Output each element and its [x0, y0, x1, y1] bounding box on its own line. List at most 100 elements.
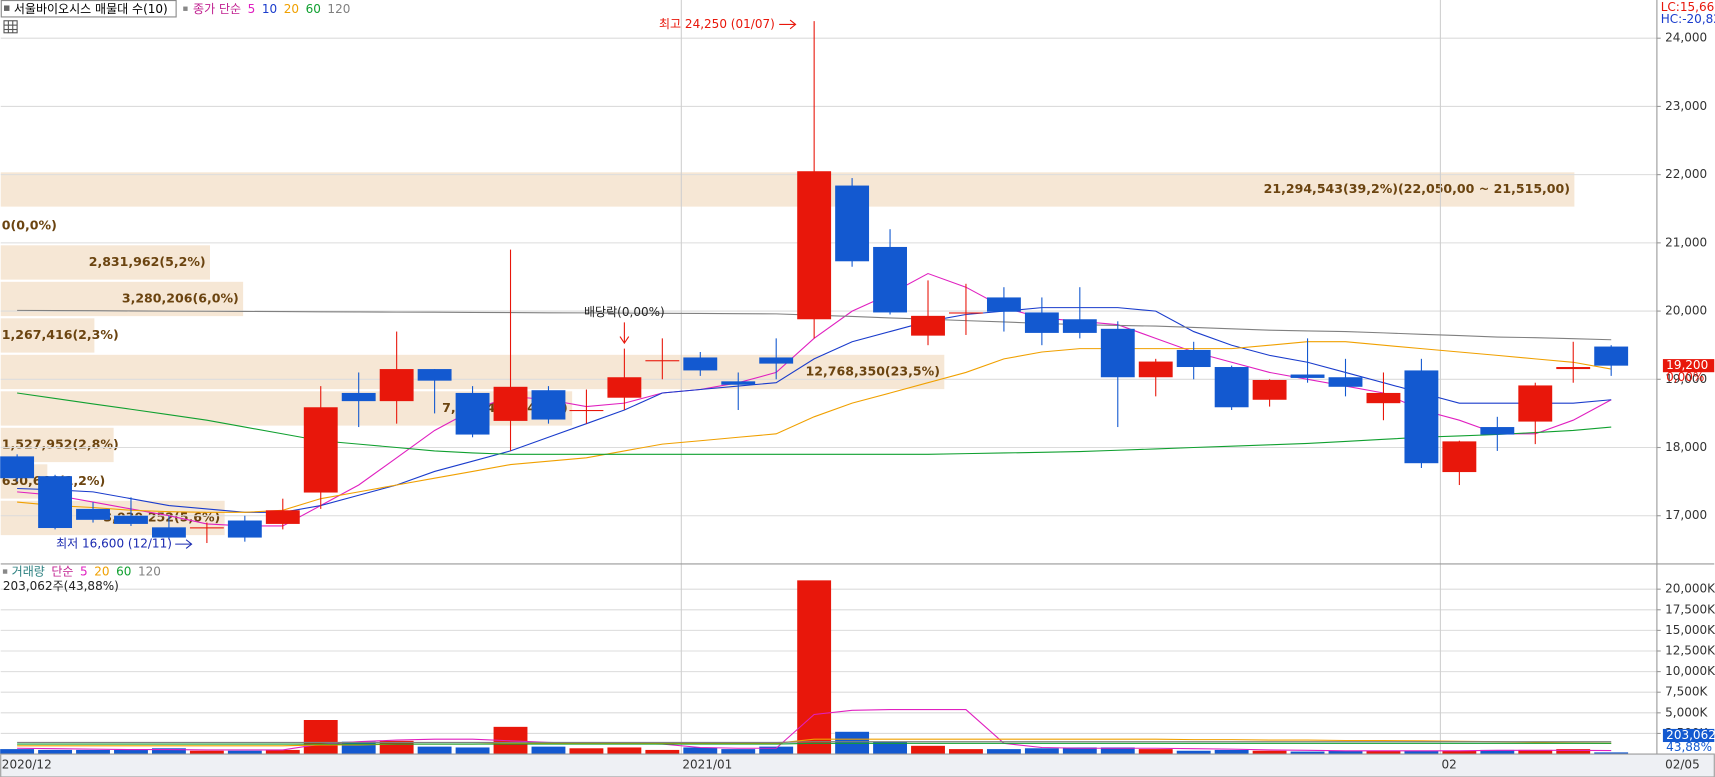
volume-bar	[38, 749, 73, 755]
y-tick-label: 18,000	[1665, 440, 1707, 454]
volume-ma-line	[17, 738, 1612, 747]
candle-body	[227, 520, 262, 538]
candle-body	[417, 369, 452, 381]
candle-body	[569, 409, 604, 412]
legend-entry: 120	[138, 565, 161, 579]
profile-band	[0, 245, 211, 280]
last-price-label: 19,200	[1666, 358, 1708, 372]
volume-ma-line	[17, 741, 1612, 744]
candle-body	[341, 392, 376, 402]
chart-title: 서울바이오시스 매물대 수(10)	[14, 2, 168, 16]
candle-body	[1328, 377, 1363, 387]
legend-icon	[2, 569, 8, 574]
candle-body	[38, 476, 73, 529]
profile-band	[0, 172, 1575, 207]
last-price-box	[1662, 359, 1715, 373]
candle-body	[873, 246, 907, 313]
volume-title: 거래량	[12, 565, 45, 579]
last-change-label: 0,00%	[1666, 370, 1704, 384]
candle-body	[835, 185, 870, 262]
volume-bar	[797, 580, 832, 755]
candle-body	[1062, 319, 1097, 333]
volume-bar	[1556, 749, 1591, 755]
volume-bar	[1176, 750, 1211, 755]
volume-bar	[1328, 750, 1363, 755]
volume-bar	[1366, 750, 1401, 755]
candle-body	[114, 515, 148, 524]
last-volume-ratio: 43,88%	[1666, 740, 1712, 754]
title-icon	[4, 5, 10, 11]
legend-prefix: 단순	[51, 565, 73, 579]
candle-body	[1100, 328, 1135, 378]
x-tick-label: 02	[1441, 757, 1456, 771]
candle-body	[531, 390, 566, 420]
volume-bar	[531, 746, 566, 755]
high-arrow	[779, 19, 797, 30]
candle-body	[379, 369, 414, 402]
legend-entry: 20	[284, 2, 299, 16]
candle-body	[1518, 385, 1553, 422]
y-tick-label: 15,000K	[1665, 623, 1715, 637]
y-tick-label: 17,500K	[1665, 602, 1715, 616]
last-volume-box	[1662, 728, 1715, 743]
volume-bar	[1252, 750, 1287, 755]
candle-body	[1138, 361, 1173, 378]
volume-bar	[417, 746, 452, 755]
profile-label: 21,294,543(39,2%)(22,050,00 ~ 21,515,00)	[1264, 181, 1570, 196]
candle-body	[189, 527, 224, 529]
volume-bar	[949, 749, 983, 755]
candle-body	[76, 508, 110, 520]
last-volume-label: 203,062	[1666, 728, 1715, 742]
legend-entry: 10	[262, 2, 277, 16]
y-tick-label: 10,000K	[1665, 664, 1715, 678]
x-tick-label: 02/05	[1665, 757, 1700, 771]
candle-body	[949, 312, 983, 314]
ex-dividend-arrow	[619, 322, 630, 345]
y-tick-label: 23,000	[1665, 99, 1707, 113]
ma-line	[17, 392, 1612, 455]
volume-bar	[683, 747, 718, 755]
candle-body	[1556, 367, 1591, 370]
candle-body	[1442, 441, 1477, 473]
candle-body	[303, 407, 338, 493]
y-tick-label: 12,500K	[1665, 643, 1715, 657]
volume-bar	[911, 745, 945, 755]
y-tick-label: 5,000K	[1665, 705, 1708, 719]
candle-body	[265, 510, 300, 524]
y-tick-label: 19,000	[1665, 372, 1707, 386]
legend-entry: 60	[306, 2, 321, 16]
table-icon[interactable]	[3, 20, 18, 34]
legend-entry: 5	[248, 2, 256, 16]
volume-bar	[1024, 748, 1059, 755]
mark-layer	[0, 21, 1629, 755]
profile-band	[0, 318, 95, 353]
candle-body	[455, 392, 490, 435]
profile-label: 2,831,962(5,2%)	[89, 254, 206, 269]
profile-label: 1,527,952(2,8%)	[2, 436, 119, 451]
candle-body	[1252, 379, 1287, 400]
volume-ma-line	[17, 709, 1612, 752]
y-tick-label: 24,000	[1665, 31, 1707, 45]
candle-body	[0, 456, 35, 479]
title-box	[0, 0, 177, 18]
volume-bar	[759, 746, 794, 755]
volume-bar	[721, 749, 756, 755]
header: 서울바이오시스 매물대 수(10) LC:15,66 HC:-20,82 종가 …	[0, 0, 1715, 754]
candle-body	[607, 377, 642, 398]
legend-prefix: 종가 단순	[193, 2, 241, 16]
y-tick-label: 17,000	[1665, 508, 1707, 522]
candle-body	[1404, 370, 1439, 464]
profile-band	[0, 500, 225, 536]
hc-label: HC:-20,82	[1661, 12, 1715, 26]
volume-bar	[645, 749, 680, 755]
y-tick-label: 22,000	[1665, 167, 1707, 181]
volume-bar	[873, 741, 907, 755]
candle-body	[797, 171, 832, 320]
y-tick-label: 7,500K	[1665, 685, 1708, 699]
volume-bar	[1138, 749, 1173, 755]
candle-body	[721, 381, 756, 385]
volume-bar	[986, 749, 1021, 755]
